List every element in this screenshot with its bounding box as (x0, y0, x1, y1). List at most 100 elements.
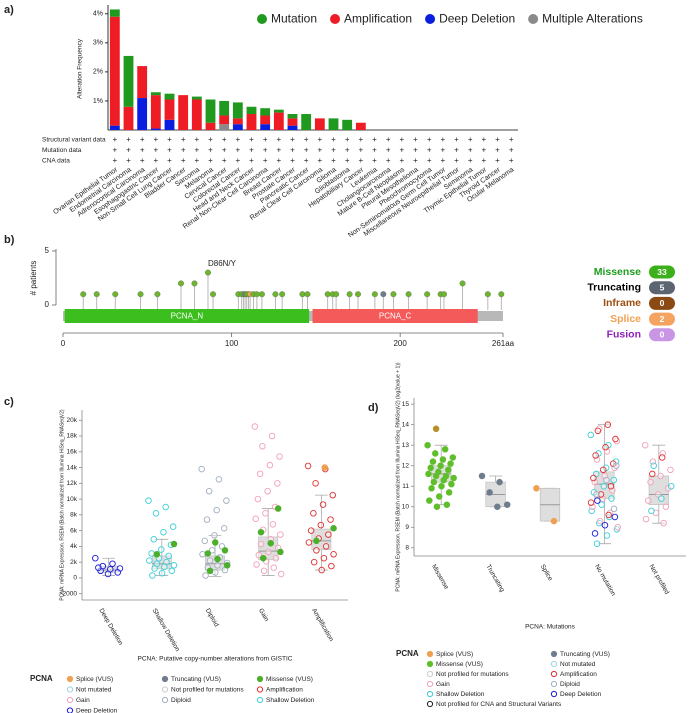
legend-label: Multiple Alterations (542, 12, 643, 26)
y-axis-label: PCNA: mRNA Expression, RSEM (Batch norma… (395, 362, 401, 591)
point (432, 425, 440, 433)
profile-mark: + (358, 135, 363, 144)
point (441, 446, 449, 453)
lollipop-head (93, 291, 100, 298)
profile-mark: + (413, 135, 418, 144)
profile-mark: + (290, 146, 295, 155)
bar-segment (123, 106, 134, 130)
y-tick-label: 8k (70, 512, 78, 519)
profile-mark: + (427, 146, 432, 155)
point (450, 474, 457, 482)
domain (312, 309, 478, 323)
legend-label: Not profiled for CNA and Structural Vari… (436, 701, 562, 708)
point (503, 501, 511, 508)
profile-mark: + (317, 156, 322, 165)
point (255, 551, 263, 559)
bar-segment (164, 93, 175, 100)
x-tick-label: 0 (61, 339, 66, 348)
point (320, 554, 328, 562)
legend-label: Diploid (171, 697, 191, 704)
profile-mark: + (481, 146, 486, 155)
legend-badge (649, 265, 675, 279)
x-tick-label: Diploid (204, 607, 220, 628)
point (448, 480, 455, 488)
point (153, 551, 161, 558)
point (613, 462, 620, 469)
point (600, 482, 608, 490)
y-axis-label: PCNA: mRNA Expression, RSEM (Batch norma… (59, 409, 65, 601)
point (591, 530, 599, 537)
point (202, 572, 209, 579)
lollipop-head (371, 291, 378, 298)
profile-mark: + (126, 146, 131, 155)
point (268, 432, 276, 440)
point (440, 476, 448, 484)
point (668, 482, 675, 490)
point (214, 555, 221, 563)
y-axis-label: # patients (29, 261, 38, 296)
legend-marker (66, 696, 74, 704)
profile-mark: + (181, 146, 186, 155)
point (223, 562, 231, 569)
point (160, 528, 167, 536)
point (432, 450, 439, 457)
profile-mark: + (140, 156, 145, 165)
point (274, 505, 282, 512)
bar-segment (355, 122, 366, 130)
y-tick-label: 11 (402, 483, 409, 490)
y-tick-label: 1% (93, 98, 103, 105)
profile-mark: + (440, 135, 445, 144)
point (425, 470, 432, 478)
legend-badge (649, 296, 675, 310)
point (329, 491, 337, 499)
bar-segment (287, 125, 298, 130)
profile-mark: + (345, 156, 350, 165)
point (447, 460, 454, 467)
point (494, 503, 501, 511)
point (322, 543, 330, 550)
whisker-high (652, 444, 666, 476)
y-tick-label: 2% (93, 69, 103, 76)
profile-mark: + (413, 156, 418, 165)
point (267, 539, 274, 547)
bar-segment (246, 114, 257, 130)
profile-mark: + (263, 135, 268, 144)
profile-mark: + (386, 146, 391, 155)
profile-mark: + (167, 135, 172, 144)
point (276, 453, 283, 460)
point (162, 503, 169, 511)
x-tick-label: Gain (257, 607, 270, 623)
profile-mark: + (509, 146, 514, 155)
legend-label: Truncating (VUS) (560, 651, 610, 658)
profile-mark: + (112, 135, 117, 144)
lollipop-head (441, 291, 447, 298)
panel-label: d) (368, 402, 379, 414)
bar-segment (191, 99, 202, 130)
profile-mark: + (276, 135, 281, 144)
legend-label: Not profiled for mutations (436, 671, 509, 678)
point (432, 472, 440, 480)
point (262, 510, 269, 517)
bar-segment (123, 55, 134, 107)
profile-mark: + (386, 156, 391, 165)
lollipop-head (279, 291, 286, 298)
legend-marker (66, 686, 74, 693)
lollipop-head (112, 291, 119, 298)
whisker-high (155, 538, 169, 556)
whisker-high (597, 424, 611, 472)
y-tick-label: 15 (402, 401, 410, 408)
point (211, 532, 218, 539)
point (277, 548, 284, 556)
x-tick-label: Shallow Deletion (151, 607, 181, 653)
point (445, 489, 453, 496)
legend-marker (550, 650, 558, 658)
legend-marker (66, 707, 74, 713)
bar-segment (342, 119, 353, 130)
bar-segment (205, 122, 216, 130)
profile-mark: + (222, 156, 227, 165)
point (612, 435, 619, 443)
point (312, 480, 319, 487)
legend-label: Diploid (560, 681, 580, 688)
x-tick-label: Deep Deletion (97, 607, 124, 647)
legend-marker (161, 686, 169, 693)
